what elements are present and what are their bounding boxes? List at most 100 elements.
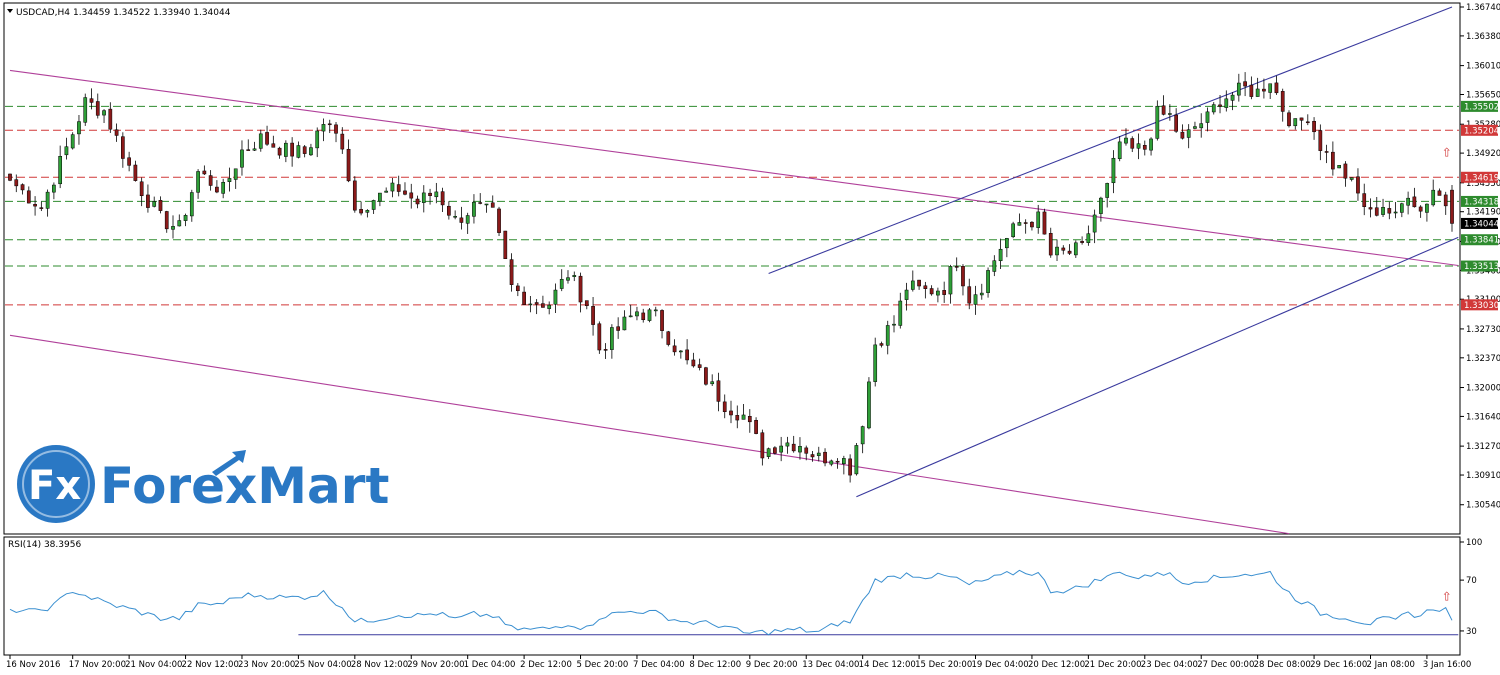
time-tick-label: 23 Dec 04:00	[1141, 660, 1198, 670]
candle-body	[52, 184, 56, 193]
candle-body	[986, 270, 990, 293]
candle-body	[898, 300, 903, 326]
candle-body	[296, 145, 301, 158]
candle-body	[942, 290, 947, 295]
candle-body	[164, 211, 169, 230]
time-tick-label: 2 Jan 08:00	[1366, 660, 1414, 670]
candle-body	[371, 200, 376, 210]
candle-body	[1061, 247, 1066, 251]
candle-body	[1230, 94, 1235, 101]
candle-body	[1331, 151, 1335, 170]
candle-body	[992, 260, 997, 272]
candle-body	[1168, 113, 1172, 115]
logo-ring-icon	[22, 450, 90, 518]
level-tag-label: 1.34619	[1464, 173, 1499, 183]
candle-body	[660, 310, 664, 331]
candle-body	[152, 201, 157, 207]
candle-body	[760, 432, 765, 459]
candle-body	[867, 381, 871, 429]
candle-body	[1023, 222, 1028, 224]
candle-body	[1149, 138, 1153, 151]
forexmart-logo: Fx ForexMart	[17, 445, 389, 523]
time-axis: 16 Nov 2016 17 Nov 20:00 21 Nov 04:00 22 No…	[6, 655, 1471, 670]
time-tick-label: 15 Dec 20:00	[915, 660, 972, 670]
candle-body	[1262, 88, 1266, 92]
candle-body	[1155, 105, 1160, 139]
candle-body	[541, 303, 545, 308]
candle-body	[578, 275, 583, 303]
candle-body	[515, 285, 520, 292]
level-tag-label: 1.33513	[1464, 262, 1499, 272]
time-tick-label: 23 Nov 20:00	[238, 660, 295, 670]
candle-body	[39, 207, 44, 209]
candle-body	[453, 216, 457, 218]
candle-body	[1092, 214, 1097, 233]
candle-body	[121, 136, 125, 159]
candle-body	[1105, 183, 1110, 198]
candle-body	[1356, 176, 1360, 194]
time-tick-label: 25 Nov 04:00	[294, 660, 351, 670]
candle-body	[747, 416, 752, 423]
candle-body	[685, 349, 689, 361]
candle-body	[697, 364, 702, 368]
candle-body	[1199, 123, 1204, 129]
candle-body	[779, 445, 784, 453]
candle-body	[1374, 207, 1379, 216]
candle-body	[998, 248, 1003, 262]
price-tick-label: 1.35650	[1466, 91, 1500, 101]
candle-body	[127, 157, 131, 166]
candle-body	[1161, 105, 1166, 115]
candle-body	[678, 350, 683, 353]
candle-body	[1111, 157, 1116, 184]
candle-body	[359, 209, 363, 214]
candle-body	[691, 359, 696, 367]
candle-body	[14, 179, 19, 187]
candle-body	[321, 124, 326, 132]
candle-body	[33, 204, 37, 207]
candle-body	[917, 279, 921, 287]
rsi-indicator: 100 70 30	[9, 538, 1482, 637]
candle-body	[1136, 143, 1141, 149]
candle-body	[70, 134, 75, 149]
candle-body	[1080, 241, 1084, 243]
price-tick-label: 1.36740	[1466, 3, 1500, 13]
price-tick-label: 1.34550	[1466, 179, 1500, 189]
candle-body	[829, 460, 834, 465]
candle-body	[1337, 165, 1341, 169]
candle-body	[497, 208, 501, 233]
candle-body	[1236, 82, 1241, 96]
candle-body	[233, 168, 238, 180]
level-tags: 1.35502 1.35204 1.34619 1.34318 1.34044 1.338…	[1461, 100, 1499, 311]
candle-body	[459, 217, 464, 223]
candle-body	[892, 323, 896, 326]
price-tick-label: 1.31640	[1466, 412, 1500, 422]
candle-body	[835, 460, 840, 463]
level-tag-label: 1.34318	[1464, 197, 1499, 207]
candle-body	[1130, 138, 1135, 149]
candle-body	[183, 215, 188, 221]
candle-body	[804, 447, 809, 454]
level-tag	[1461, 234, 1498, 246]
time-tick-label: 13 Dec 04:00	[802, 660, 859, 670]
candle-body	[1099, 197, 1103, 214]
trendline	[9, 69, 1459, 267]
candle-body	[1299, 117, 1304, 121]
candle-body	[189, 192, 194, 217]
candle-body	[910, 280, 915, 290]
candle-body	[1324, 151, 1329, 153]
chevron-down-icon[interactable]	[7, 9, 13, 13]
candle-body	[77, 121, 81, 135]
level-tag	[1461, 195, 1498, 207]
candle-body	[484, 203, 489, 206]
time-tick-label: 21 Dec 20:00	[1084, 660, 1141, 670]
level-tag	[1461, 171, 1498, 183]
candle-body	[26, 190, 31, 204]
candle-body	[528, 303, 533, 306]
trendline	[9, 334, 1290, 535]
candle-body	[641, 312, 646, 321]
candle-body	[704, 367, 708, 385]
level-tag-label: 1.35204	[1464, 126, 1499, 136]
candle-body	[440, 191, 445, 206]
candle-body	[133, 164, 138, 181]
candle-body	[741, 414, 746, 420]
